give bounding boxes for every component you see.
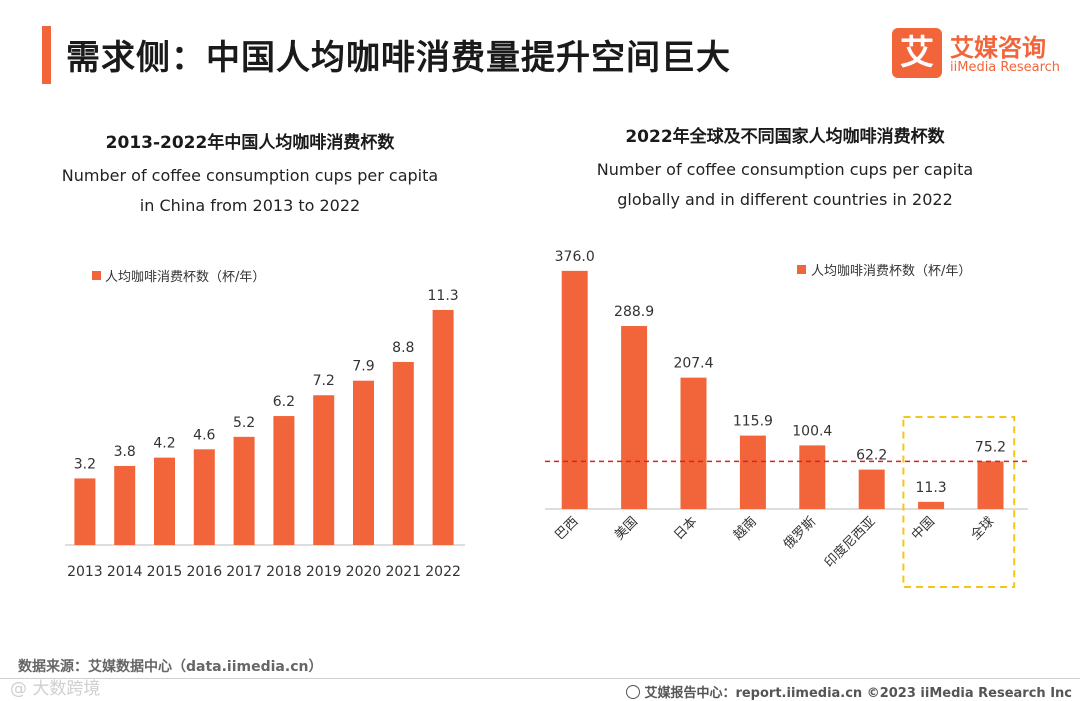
legend-swatch bbox=[797, 265, 806, 274]
tick-label-美国: 美国 bbox=[612, 514, 641, 543]
data-label-越南: 115.9 bbox=[733, 414, 773, 430]
left-bar-chart: 人均咖啡消费杯数（杯/年） 3.2 2013 3.8 2014 4.2 2015 4.6 201… bbox=[65, 270, 465, 580]
tick-label-巴西: 巴西 bbox=[553, 514, 582, 543]
bar-2015 bbox=[154, 457, 175, 545]
data-label-2013: 3.2 bbox=[74, 456, 96, 472]
data-label-2021: 8.8 bbox=[392, 340, 414, 356]
tick-label-俄罗斯: 俄罗斯 bbox=[781, 514, 819, 552]
data-label-印度尼西亚: 62.2 bbox=[856, 448, 887, 464]
bar-2020 bbox=[353, 380, 374, 545]
logo-en-text: iiMedia Research bbox=[950, 60, 1061, 75]
right-chart-subtitle-2: globally and in different countries in 2… bbox=[617, 190, 953, 209]
left-chart-header: 2013-2022年中国人均咖啡消费杯数 Number of coffee co… bbox=[40, 128, 460, 221]
data-label-2016: 4.6 bbox=[193, 427, 215, 443]
tick-label-日本: 日本 bbox=[671, 514, 700, 543]
bar-美国 bbox=[621, 326, 648, 509]
tick-label-印度尼西亚: 印度尼西亚 bbox=[821, 514, 878, 571]
bar-2016 bbox=[193, 449, 215, 545]
right-bar-chart: 人均咖啡消费杯数（杯/年） 376.0 巴西 288.9 美国 207.4 日本 115.9 越… bbox=[545, 249, 1028, 588]
page-title: 需求侧：中国人均咖啡消费量提升空间巨大 bbox=[66, 38, 731, 78]
legend-label: 人均咖啡消费杯数（杯/年） bbox=[811, 264, 971, 279]
tick-label-2014: 2014 bbox=[107, 564, 143, 580]
brand-logo: 艾 艾媒咨询 iiMedia Research bbox=[892, 28, 1062, 80]
left-chart-subtitle-1: Number of coffee consumption cups per ca… bbox=[61, 166, 439, 185]
tick-label-全球: 全球 bbox=[968, 514, 998, 544]
data-label-巴西: 376.0 bbox=[555, 249, 595, 265]
title-accent-bar bbox=[42, 26, 51, 84]
data-label-2015: 4.2 bbox=[153, 436, 175, 452]
tick-label-2015: 2015 bbox=[147, 564, 183, 580]
tick-label-2021: 2021 bbox=[385, 564, 421, 580]
bar-2019 bbox=[313, 395, 335, 545]
tick-label-越南: 越南 bbox=[730, 514, 760, 544]
tick-label-2020: 2020 bbox=[346, 564, 382, 580]
globe-icon bbox=[626, 685, 641, 699]
logo-cn-text: 艾媒咨询 bbox=[950, 34, 1046, 62]
bar-中国 bbox=[918, 501, 945, 509]
data-label-日本: 207.4 bbox=[673, 356, 713, 372]
bar-印度尼西亚 bbox=[858, 469, 885, 509]
tick-label-2017: 2017 bbox=[226, 564, 262, 580]
bar-越南 bbox=[739, 435, 766, 509]
logo-mark: 艾 bbox=[892, 28, 942, 78]
bar-俄罗斯 bbox=[799, 445, 826, 509]
left-chart-title: 2013-2022年中国人均咖啡消费杯数 bbox=[105, 133, 395, 153]
bar-2018 bbox=[273, 416, 295, 545]
data-label-中国: 11.3 bbox=[916, 480, 947, 496]
right-chart-title: 2022年全球及不同国家人均咖啡消费杯数 bbox=[625, 127, 945, 147]
data-label-2014: 3.8 bbox=[114, 444, 136, 460]
data-label-2018: 6.2 bbox=[273, 394, 295, 410]
bar-2021 bbox=[392, 361, 414, 545]
bar-2017 bbox=[233, 436, 255, 545]
data-label-2022: 11.3 bbox=[428, 288, 459, 304]
tick-label-2022: 2022 bbox=[425, 564, 461, 580]
right-chart-header: 2022年全球及不同国家人均咖啡消费杯数 Number of coffee co… bbox=[570, 122, 1000, 215]
data-label-2019: 7.2 bbox=[313, 373, 335, 389]
legend-label: 人均咖啡消费杯数（杯/年） bbox=[105, 270, 265, 285]
left-chart-subtitle-2: in China from 2013 to 2022 bbox=[139, 196, 361, 215]
tick-label-2016: 2016 bbox=[186, 564, 222, 580]
watermark-text: @ 大数跨境 bbox=[10, 679, 101, 699]
data-label-2017: 5.2 bbox=[233, 415, 255, 431]
highlight-box bbox=[902, 416, 1016, 588]
tick-label-2019: 2019 bbox=[306, 564, 342, 580]
bar-2013 bbox=[74, 478, 96, 545]
bar-巴西 bbox=[561, 270, 588, 509]
right-chart-subtitle-1: Number of coffee consumption cups per ca… bbox=[596, 160, 974, 179]
data-label-俄罗斯: 100.4 bbox=[792, 423, 832, 439]
data-label-2020: 7.9 bbox=[352, 359, 374, 375]
tick-label-2013: 2013 bbox=[67, 564, 103, 580]
bar-2022 bbox=[432, 309, 454, 545]
bar-日本 bbox=[680, 377, 707, 509]
footer-info: 艾媒报告中心：report.iimedia.cn ©2023 iiMedia R… bbox=[626, 682, 1072, 701]
tick-label-中国: 中国 bbox=[909, 514, 938, 543]
bar-全球 bbox=[977, 461, 1004, 509]
bar-2014 bbox=[114, 465, 136, 545]
legend-swatch bbox=[92, 271, 101, 280]
data-source: 数据来源：艾媒数据中心（data.iimedia.cn） bbox=[18, 659, 323, 675]
data-label-美国: 288.9 bbox=[614, 304, 654, 320]
data-label-全球: 75.2 bbox=[975, 439, 1006, 455]
tick-label-2018: 2018 bbox=[266, 564, 302, 580]
footer-divider bbox=[0, 678, 1080, 679]
footer-text: 艾媒报告中心：report.iimedia.cn ©2023 iiMedia R… bbox=[644, 686, 1072, 701]
